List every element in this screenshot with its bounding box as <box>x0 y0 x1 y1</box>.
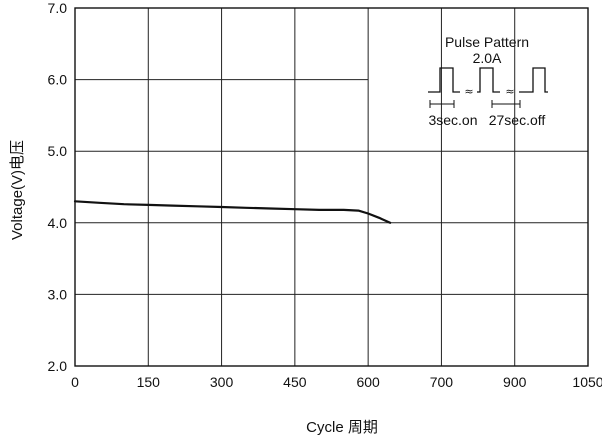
pulse-waveform-left <box>428 67 460 93</box>
x-tick-label-2: 300 <box>210 374 234 390</box>
inset-current-label: 2.0A <box>473 50 502 66</box>
x-tick-label-4: 600 <box>356 374 380 390</box>
series-line-0 <box>73 200 392 224</box>
x-tick-label-5: 700 <box>430 374 454 390</box>
x-tick-label-6: 900 <box>503 374 527 390</box>
y-axis-title: Voltage(V)电压 <box>9 140 26 240</box>
pulse-pattern-inset: Pulse Pattern 2.0A ≈ ≈ 3sec.on 27sec.off <box>428 34 548 128</box>
pulse-waveform-right <box>519 67 548 93</box>
plot-frame <box>74 7 589 367</box>
x-tick-label-3: 450 <box>283 374 307 390</box>
on-duration-label: 3sec.on <box>428 112 477 128</box>
off-duration-label: 27sec.off <box>489 112 546 128</box>
pulse-waveform-middle <box>477 67 500 93</box>
grid-lines <box>74 7 589 367</box>
break-mark-right: ≈ <box>505 85 514 98</box>
inset-title: Pulse Pattern <box>445 34 529 50</box>
y-tick-label-1: 3.0 <box>48 286 68 302</box>
y-tick-label-3: 5.0 <box>48 143 68 159</box>
break-mark-left: ≈ <box>464 85 473 98</box>
y-tick-label-4: 6.0 <box>48 72 68 88</box>
plot-border <box>74 7 589 367</box>
x-tick-label-0: 0 <box>71 374 79 390</box>
series-group <box>73 200 392 224</box>
x-tick-labels: 0 150 300 450 600 700 900 1050 <box>71 374 602 390</box>
y-tick-labels: 2.0 3.0 4.0 5.0 6.0 7.0 <box>48 0 68 374</box>
x-axis-title: Cycle 周期 <box>306 419 378 436</box>
x-tick-label-1: 150 <box>137 374 161 390</box>
x-tick-label-7: 1050 <box>572 374 602 390</box>
y-tick-label-2: 4.0 <box>48 215 68 231</box>
y-tick-label-5: 7.0 <box>48 0 68 16</box>
y-tick-label-0: 2.0 <box>48 358 68 374</box>
